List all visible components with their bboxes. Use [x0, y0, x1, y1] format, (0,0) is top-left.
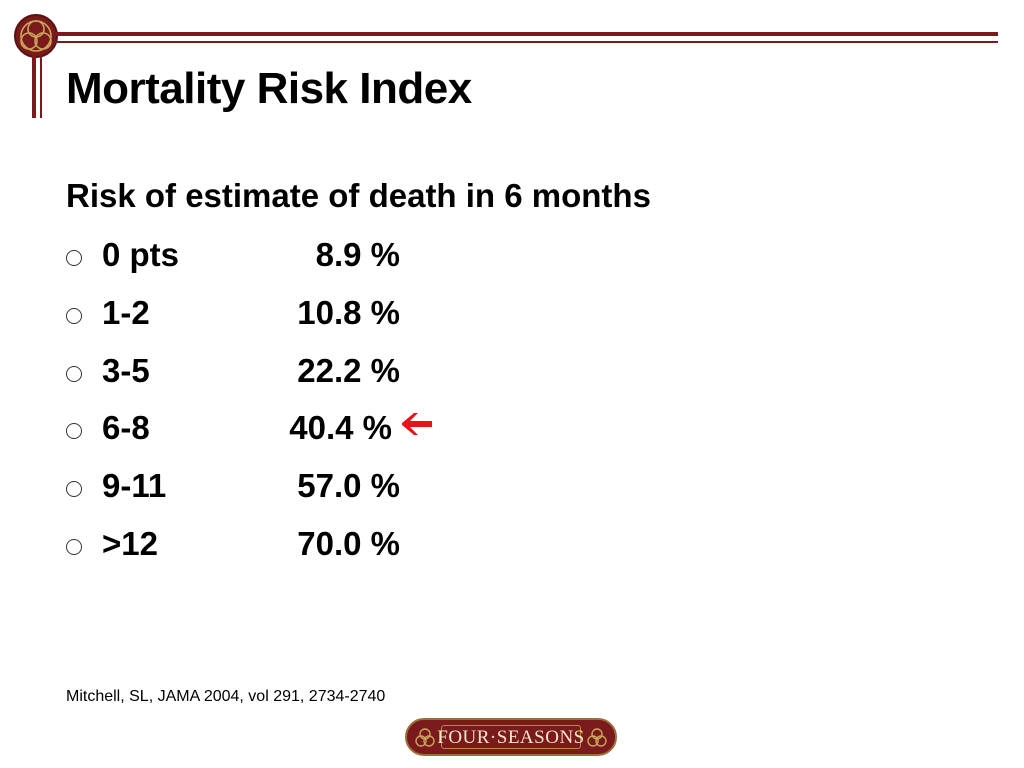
logo-frame [441, 725, 581, 749]
list-item-highlighted: 6-8 40.4 % [64, 409, 484, 467]
side-rule-thick [32, 54, 36, 118]
hollow-circle-bullet-icon [66, 538, 82, 555]
four-seasons-logo: FOUR·SEASONS [405, 718, 617, 756]
risk-percent: 57.0 % [297, 467, 400, 505]
list-item: 9-11 57.0 % [64, 467, 484, 525]
risk-points: 6-8 [102, 409, 150, 447]
knot-icon [587, 728, 607, 747]
logo-text: FOUR·SEASONS [437, 727, 585, 748]
list-item: 1-2 10.8 % [64, 294, 484, 352]
risk-percent: 10.8 % [297, 293, 400, 331]
risk-percent: 8.9 % [315, 236, 400, 273]
slide-title: Mortality Risk Index [66, 64, 472, 113]
side-rule-thin [40, 54, 42, 118]
hollow-circle-bullet-icon [66, 365, 82, 382]
risk-points: >12 [102, 524, 158, 562]
risk-points: 9-11 [102, 467, 167, 505]
hollow-circle-bullet-icon [66, 307, 82, 324]
hollow-circle-bullet-icon [66, 423, 82, 440]
celtic-knot-emblem-icon [14, 14, 58, 58]
header-rule-thin [52, 41, 998, 43]
hollow-circle-bullet-icon [66, 481, 82, 498]
hollow-circle-bullet-icon [66, 250, 82, 266]
slide-subtitle: Risk of estimate of death in 6 months [66, 177, 651, 214]
risk-points: 3-5 [102, 351, 150, 389]
header-rule-thick [52, 32, 998, 36]
risk-points: 0 pts [102, 236, 180, 273]
risk-percent: 40.4 % [289, 409, 392, 447]
risk-percent: 70.0 % [297, 524, 400, 562]
list-item: 3-5 22.2 % [64, 352, 484, 410]
risk-list: 0 pts 8.9 % 1-2 10.8 % 3-5 22.2 % 6-8 40… [64, 236, 484, 583]
citation: Mitchell, SL, JAMA 2004, vol 291, 2734-2… [66, 688, 386, 705]
left-arrow-icon [402, 413, 432, 436]
risk-percent: 22.2 % [297, 351, 400, 389]
list-item: >12 70.0 % [64, 525, 484, 583]
knot-icon [415, 728, 435, 747]
risk-points: 1-2 [102, 293, 150, 331]
list-item: 0 pts 8.9 % [64, 236, 484, 294]
